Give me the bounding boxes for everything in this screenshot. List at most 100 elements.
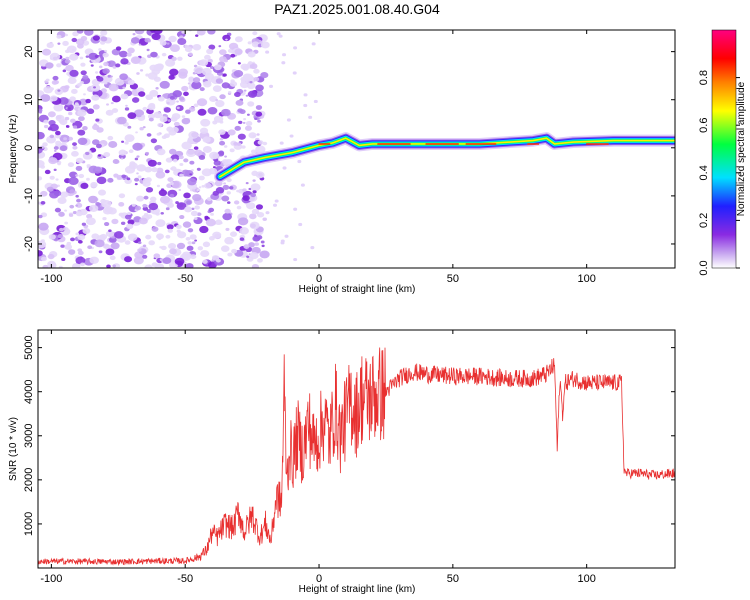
noise-blob — [144, 166, 153, 173]
noise-blob — [247, 51, 256, 58]
noise-blob — [155, 171, 166, 179]
noise-blob — [191, 169, 194, 172]
noise-blob — [151, 262, 158, 267]
noise-blob — [150, 30, 156, 33]
noise-blob — [85, 217, 96, 226]
noise-blob — [111, 95, 121, 103]
noise-blob — [167, 177, 174, 182]
noise-blob — [118, 149, 127, 156]
noise-blob — [58, 227, 64, 232]
noise-blob — [253, 68, 260, 74]
noise-blob — [197, 246, 204, 251]
noise-blob — [237, 217, 249, 226]
noise-blob — [106, 103, 109, 106]
noise-blob — [237, 62, 241, 65]
noise-blob — [58, 97, 69, 105]
noise-blob — [144, 264, 153, 268]
noise-blob — [178, 188, 182, 191]
noise-blob — [92, 124, 100, 131]
noise-blob — [88, 52, 98, 60]
y-tick-label: 0 — [23, 145, 35, 151]
noise-blob — [256, 133, 260, 136]
noise-blob — [131, 97, 140, 103]
noise-blob — [247, 101, 255, 107]
noise-blob — [84, 30, 94, 36]
noise-blob — [153, 253, 161, 259]
noise-blob — [229, 81, 238, 87]
noise-blob — [121, 174, 127, 179]
noise-blob — [161, 52, 167, 57]
noise-blob — [96, 76, 104, 82]
noise-blob — [199, 59, 209, 67]
noise-blob — [163, 107, 171, 113]
noise-blob — [71, 88, 78, 95]
noise-blob — [65, 125, 70, 128]
noise-blob — [293, 46, 298, 50]
noise-blob — [47, 127, 53, 131]
noise-blob — [191, 207, 195, 211]
noise-blob — [166, 224, 174, 230]
noise-blob — [239, 237, 245, 241]
noise-blob — [124, 134, 135, 142]
noise-blob — [222, 184, 230, 190]
noise-blob — [100, 30, 108, 36]
noise-blob — [156, 132, 161, 136]
noise-blob — [92, 104, 100, 110]
noise-blob — [257, 140, 264, 145]
noise-blob — [94, 239, 105, 248]
noise-blob — [149, 89, 159, 97]
noise-blob — [286, 118, 291, 122]
noise-blob — [45, 78, 50, 82]
y-tick-label: 20 — [23, 46, 35, 58]
noise-blob — [120, 93, 129, 100]
noise-blob — [198, 186, 202, 189]
noise-blob — [163, 133, 170, 139]
noise-blob — [201, 168, 212, 177]
noise-blob — [165, 97, 176, 106]
noise-blob — [147, 104, 156, 111]
noise-blob — [90, 64, 94, 67]
colorbar-label: Normalized spectral amplitude — [736, 81, 747, 216]
noise-blob — [233, 70, 244, 78]
noise-blob — [63, 137, 67, 141]
noise-blob — [196, 30, 206, 36]
noise-blob — [47, 253, 55, 260]
spectrogram-image — [38, 30, 675, 268]
noise-blob — [55, 178, 59, 181]
noise-blob — [238, 120, 243, 125]
noise-blob — [236, 205, 242, 210]
noise-blob — [49, 95, 58, 102]
noise-blob — [226, 178, 232, 183]
noise-blob — [250, 183, 261, 192]
noise-blob — [67, 77, 77, 85]
noise-blob — [183, 91, 189, 97]
noise-blob — [38, 201, 41, 205]
noise-blob — [261, 244, 265, 248]
noise-blob — [293, 257, 298, 262]
noise-blob — [77, 234, 86, 241]
noise-blob — [88, 150, 92, 153]
noise-blob — [234, 125, 242, 131]
noise-blob — [284, 234, 289, 238]
noise-blob — [239, 227, 249, 235]
noise-blob — [244, 125, 252, 131]
noise-blob — [75, 157, 84, 164]
noise-blob — [227, 252, 233, 257]
noise-blob — [38, 146, 43, 154]
noise-blob — [249, 63, 258, 70]
noise-blob — [43, 119, 49, 124]
noise-blob — [49, 175, 55, 180]
noise-blob — [265, 50, 270, 54]
noise-blob — [38, 240, 47, 249]
noise-blob — [176, 242, 186, 250]
x-tick-label: 100 — [577, 573, 595, 585]
noise-blob — [67, 136, 74, 141]
noise-blob — [145, 187, 154, 193]
noise-blob — [134, 183, 138, 186]
spectrogram-x-label: Height of straight line (km) — [299, 284, 416, 295]
noise-blob — [97, 154, 102, 157]
noise-blob — [55, 114, 65, 122]
noise-blob — [243, 118, 247, 121]
noise-blob — [181, 30, 186, 34]
noise-blob — [230, 53, 236, 58]
